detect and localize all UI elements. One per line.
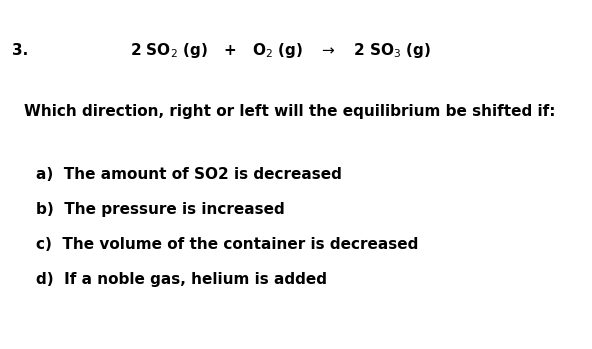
Text: 2 SO$_2$ (g)   +   O$_2$ (g)   $\rightarrow$   2 SO$_3$ (g): 2 SO$_2$ (g) + O$_2$ (g) $\rightarrow$ 2…	[130, 41, 432, 60]
Text: Which direction, right or left will the equilibrium be shifted if:: Which direction, right or left will the …	[24, 104, 555, 119]
Text: 3.: 3.	[12, 43, 28, 58]
Text: a)  The amount of SO2 is decreased: a) The amount of SO2 is decreased	[36, 167, 342, 182]
Text: d)  If a noble gas, helium is added: d) If a noble gas, helium is added	[36, 272, 327, 287]
Text: c)  The volume of the container is decreased: c) The volume of the container is decrea…	[36, 237, 418, 252]
Text: b)  The pressure is increased: b) The pressure is increased	[36, 202, 284, 217]
